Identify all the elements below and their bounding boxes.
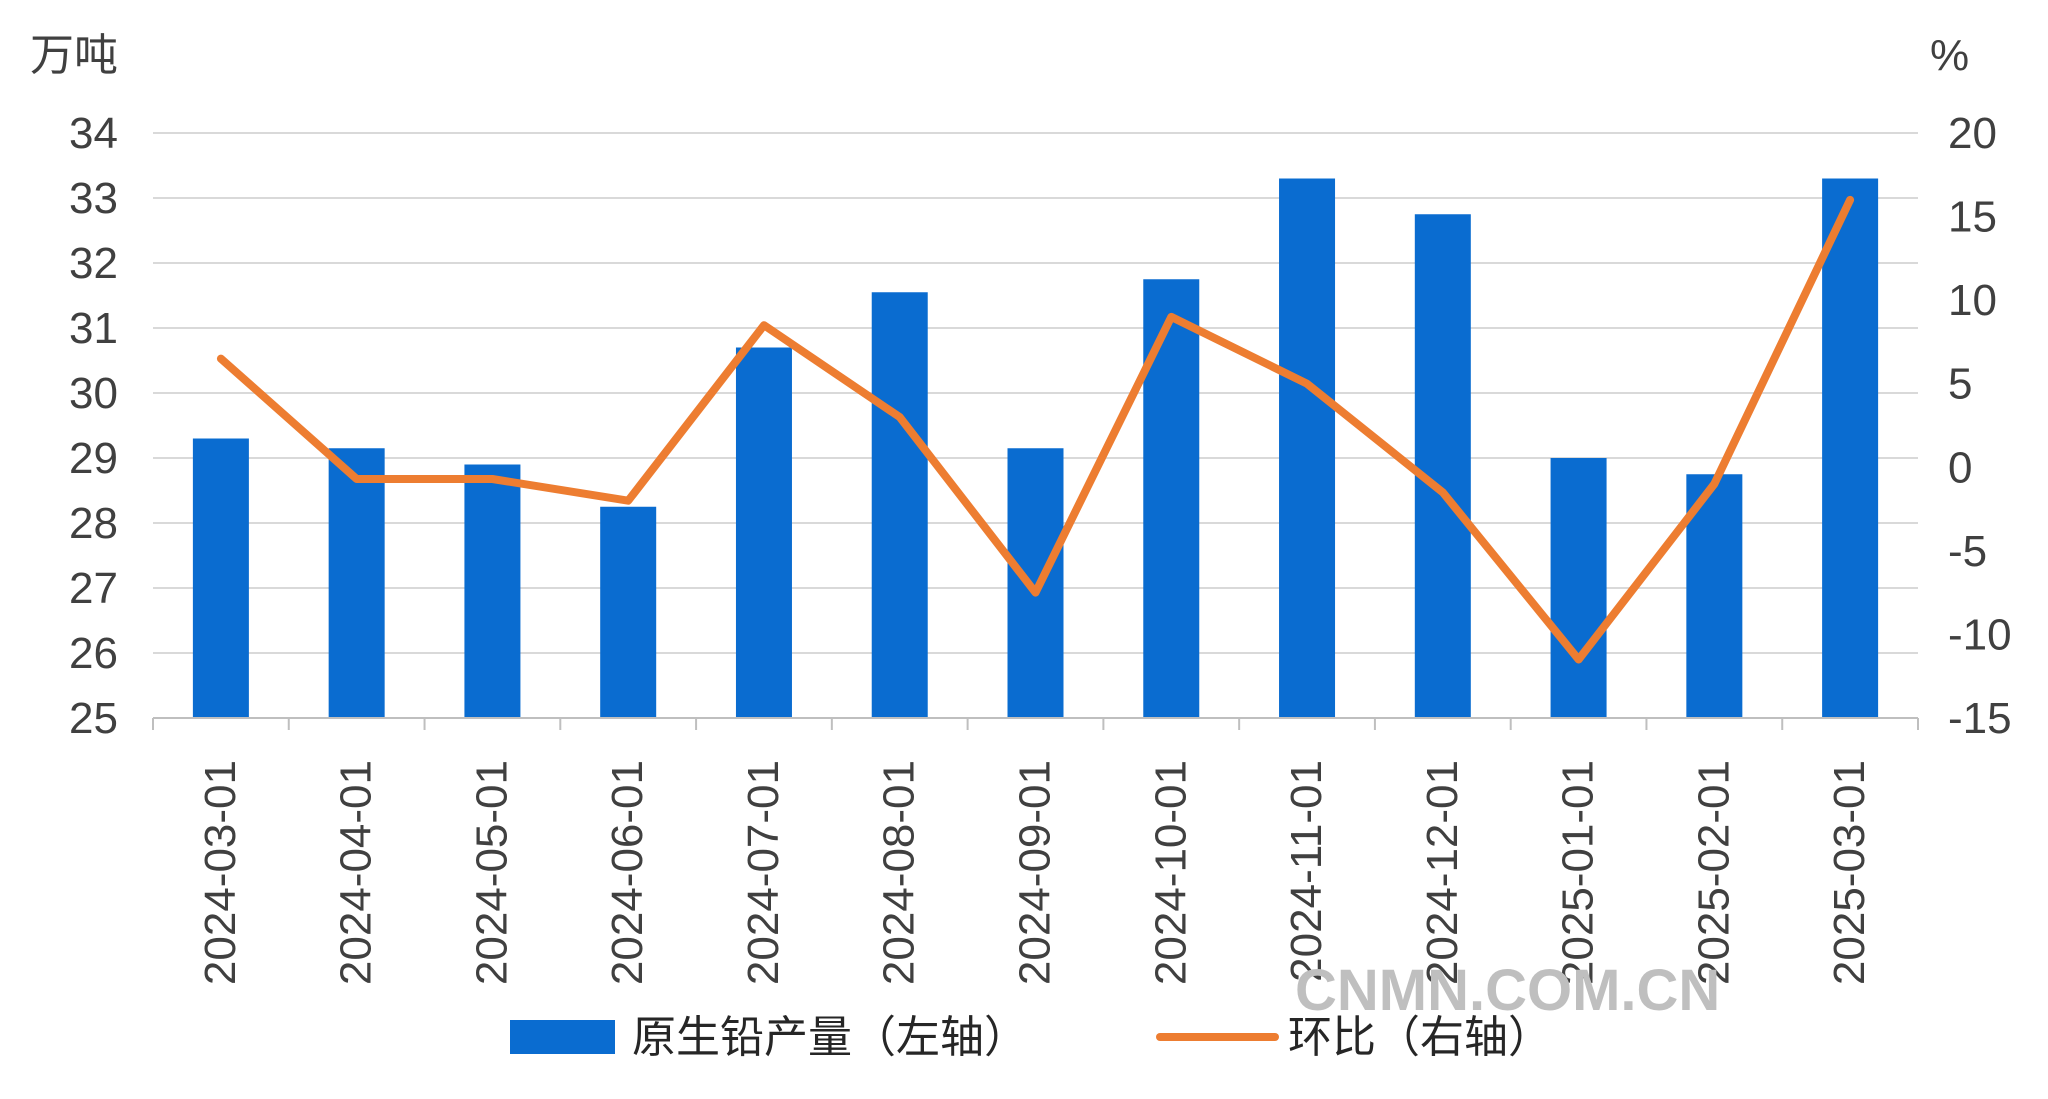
right-tick-label: 15 — [1948, 193, 1997, 242]
right-tick-label: 10 — [1948, 276, 1997, 325]
bar-series — [192, 178, 1879, 718]
right-axis-label: % — [1930, 31, 1969, 80]
x-tick-label: 2024-11-01 — [1282, 760, 1331, 982]
x-tick-label: 2024-05-01 — [467, 760, 516, 985]
x-tick-label: 2024-04-01 — [332, 760, 381, 985]
left-tick-label: 33 — [69, 174, 118, 223]
left-tick-label: 34 — [69, 109, 118, 158]
left-tick-label: 31 — [69, 304, 118, 353]
left-tick-label: 27 — [69, 564, 118, 613]
x-tick-label: 2024-07-01 — [739, 760, 788, 985]
line-series — [216, 195, 1855, 664]
x-tick-label: 2025-02-01 — [1689, 760, 1738, 985]
left-tick-label: 32 — [69, 239, 118, 288]
x-tick-label: 2024-12-01 — [1418, 760, 1467, 985]
legend-bar-label: 原生铅产量（左轴） — [632, 1012, 1028, 1063]
right-axis-ticks: -15 -10 -5 0 5 10 15 20 — [1948, 109, 2012, 743]
bar — [1822, 178, 1879, 718]
right-tick-label: 20 — [1948, 109, 1997, 158]
legend-line-label: 环比（右轴） — [1288, 1012, 1552, 1063]
bar — [1550, 458, 1607, 718]
right-tick-label: 5 — [1948, 360, 1972, 409]
bar — [871, 292, 928, 718]
bar — [1279, 178, 1336, 718]
right-tick-label: -15 — [1948, 694, 2012, 743]
left-tick-label: 26 — [69, 629, 118, 678]
bar — [464, 464, 521, 718]
right-tick-label: -5 — [1948, 527, 1987, 576]
left-tick-label: 28 — [69, 499, 118, 548]
legend: 原生铅产量（左轴） 环比（右轴） — [510, 1012, 1552, 1063]
left-tick-label: 25 — [69, 694, 118, 743]
right-tick-label: 0 — [1948, 443, 1972, 492]
bar — [1686, 474, 1743, 718]
x-tick-label: 2024-08-01 — [875, 760, 924, 985]
x-tick-label: 2024-03-01 — [196, 760, 245, 985]
x-axis-ticks — [152, 718, 1919, 730]
left-axis-ticks: 25 26 27 28 29 30 31 32 33 34 — [69, 109, 118, 743]
bar — [735, 347, 792, 718]
x-axis-labels: 2024-03-01 2024-04-01 2024-05-01 2024-06-01… — [196, 760, 1874, 985]
grid-lines — [153, 132, 1918, 654]
x-tick-label: 2025-01-01 — [1554, 760, 1603, 985]
bar — [328, 448, 385, 718]
left-axis-label: 万吨 — [30, 31, 118, 80]
bar — [1143, 279, 1200, 718]
x-tick-label: 2025-03-01 — [1825, 760, 1874, 985]
left-tick-label: 30 — [69, 369, 118, 418]
x-tick-label: 2024-10-01 — [1146, 760, 1195, 985]
bar — [1007, 448, 1064, 718]
x-tick-label: 2024-06-01 — [603, 760, 652, 985]
legend-bar-swatch — [510, 1020, 615, 1054]
bar — [1414, 214, 1471, 718]
x-tick-label: 2024-09-01 — [1011, 760, 1060, 985]
bar — [192, 438, 249, 718]
right-tick-label: -10 — [1948, 610, 2012, 659]
watermark: CNMN.COM.CN — [1295, 958, 1720, 1023]
bar — [600, 506, 657, 718]
left-tick-label: 29 — [69, 434, 118, 483]
